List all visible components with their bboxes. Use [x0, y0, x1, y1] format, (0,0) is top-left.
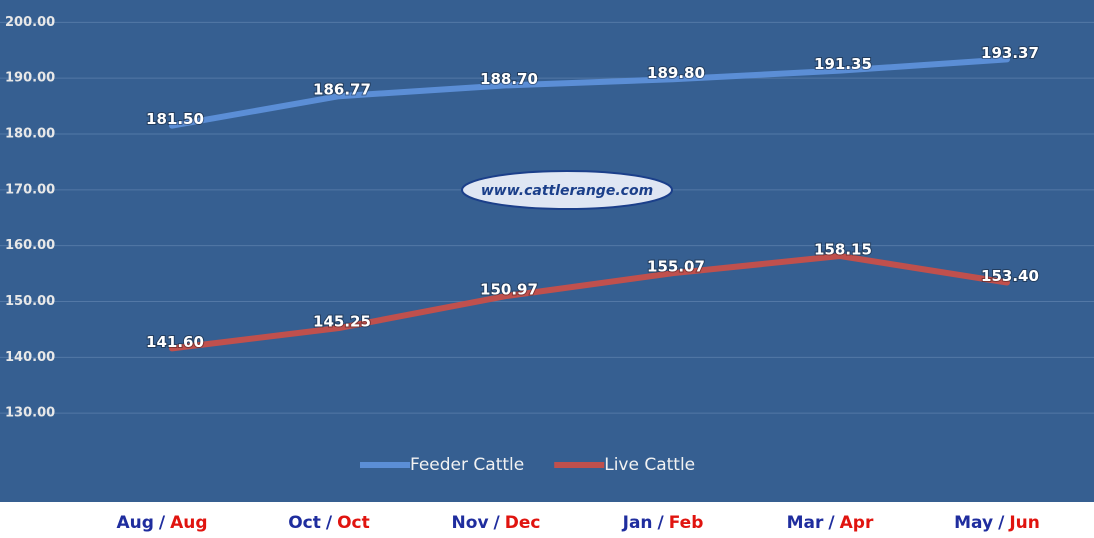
plot-background: [0, 0, 1094, 502]
data-label: 189.80: [647, 64, 705, 82]
category-live: Dec: [505, 513, 541, 533]
data-label: 193.37: [981, 44, 1039, 62]
watermark: www.cattlerange.com: [481, 183, 653, 199]
x-tick-label: Jan / Feb: [622, 513, 704, 533]
category-feeder: Aug: [116, 513, 153, 533]
category-live: Jun: [1008, 513, 1040, 533]
category-separator: /: [828, 513, 835, 533]
x-tick-label: Mar / Apr: [787, 513, 874, 533]
x-tick-label: Oct / Oct: [288, 513, 370, 533]
y-tick-label: 150.00: [5, 294, 55, 309]
data-label: 158.15: [814, 240, 872, 258]
y-tick-label: 180.00: [5, 127, 55, 142]
data-label: 141.60: [146, 333, 204, 351]
y-tick-label: 190.00: [5, 71, 55, 86]
x-tick-label: Nov / Dec: [452, 513, 541, 533]
category-separator: /: [998, 513, 1005, 533]
category-feeder: Jan: [622, 513, 653, 533]
y-tick-label: 130.00: [5, 406, 55, 421]
category-feeder: Oct: [288, 513, 321, 533]
legend-label: Feeder Cattle: [410, 455, 524, 475]
data-label: 186.77: [313, 81, 371, 99]
y-tick-label: 170.00: [5, 182, 55, 197]
category-feeder: May: [954, 513, 993, 533]
category-live: Aug: [170, 513, 207, 533]
category-live: Oct: [337, 513, 370, 533]
data-label: 150.97: [480, 281, 538, 299]
x-tick-label: Aug / Aug: [116, 513, 207, 533]
legend-label: Live Cattle: [604, 455, 695, 475]
category-separator: /: [159, 513, 166, 533]
category-feeder: Mar: [787, 513, 824, 533]
data-label: 145.25: [313, 313, 371, 331]
category-live: Apr: [840, 513, 874, 533]
data-label: 191.35: [814, 55, 872, 73]
y-tick-label: 140.00: [5, 350, 55, 365]
series-line: [169, 252, 1010, 352]
data-label: 155.07: [647, 258, 705, 276]
category-separator: /: [658, 513, 665, 533]
series-line: [169, 56, 1010, 129]
data-label: 181.50: [146, 110, 204, 128]
x-tick-label: May / Jun: [954, 513, 1040, 533]
category-separator: /: [494, 513, 501, 533]
category-live: Feb: [669, 513, 704, 533]
category-feeder: Nov: [452, 513, 489, 533]
watermark-badge: [461, 170, 673, 210]
data-label: 188.70: [480, 70, 538, 88]
category-separator: /: [326, 513, 333, 533]
data-label: 153.40: [981, 267, 1039, 285]
y-tick-label: 200.00: [5, 15, 55, 30]
y-tick-label: 160.00: [5, 238, 55, 253]
